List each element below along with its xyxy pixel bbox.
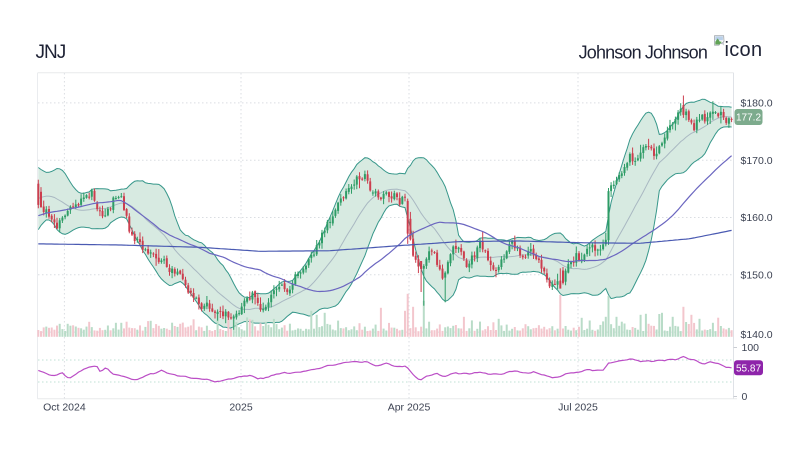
svg-text:JNJ: JNJ <box>36 42 66 63</box>
svg-text:$180.0: $180.0 <box>741 98 773 110</box>
svg-text:Oct 2024: Oct 2024 <box>43 402 86 414</box>
svg-text:Johnson Johnson: Johnson Johnson <box>579 43 707 63</box>
svg-text:$170.0: $170.0 <box>741 155 773 167</box>
svg-text:$160.0: $160.0 <box>741 212 773 224</box>
svg-text:100: 100 <box>742 342 760 354</box>
svg-text:$150.0: $150.0 <box>741 270 773 282</box>
svg-text:Apr 2025: Apr 2025 <box>388 402 431 414</box>
svg-text:$140.0: $140.0 <box>741 329 773 341</box>
svg-text:55.87: 55.87 <box>736 363 761 374</box>
svg-text:2025: 2025 <box>229 402 253 414</box>
svg-text:icon: icon <box>725 39 763 61</box>
svg-text:0: 0 <box>742 391 748 403</box>
svg-text:Jul 2025: Jul 2025 <box>558 402 598 414</box>
svg-text:177.2: 177.2 <box>736 113 761 124</box>
